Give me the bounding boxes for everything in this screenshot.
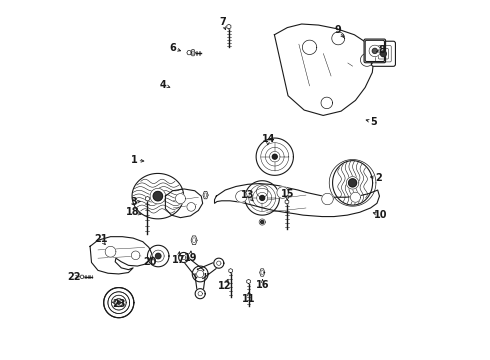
Polygon shape bbox=[245, 181, 279, 215]
Polygon shape bbox=[260, 195, 265, 200]
Polygon shape bbox=[90, 237, 152, 274]
Polygon shape bbox=[80, 275, 84, 279]
Polygon shape bbox=[322, 193, 333, 205]
Polygon shape bbox=[227, 24, 231, 29]
Polygon shape bbox=[131, 251, 140, 260]
Text: 4: 4 bbox=[160, 80, 167, 90]
Text: 20: 20 bbox=[143, 257, 157, 267]
Text: 22: 22 bbox=[67, 272, 80, 282]
Polygon shape bbox=[285, 200, 289, 204]
Polygon shape bbox=[369, 45, 381, 57]
Polygon shape bbox=[105, 246, 116, 257]
Text: 15: 15 bbox=[281, 189, 294, 199]
Polygon shape bbox=[104, 288, 134, 318]
Polygon shape bbox=[197, 261, 220, 279]
Polygon shape bbox=[348, 179, 357, 187]
Text: 12: 12 bbox=[218, 281, 231, 291]
Polygon shape bbox=[146, 197, 149, 201]
Text: 8: 8 bbox=[379, 45, 386, 55]
Polygon shape bbox=[215, 184, 379, 217]
Polygon shape bbox=[166, 189, 203, 218]
Polygon shape bbox=[179, 252, 189, 262]
Polygon shape bbox=[350, 192, 361, 202]
Polygon shape bbox=[256, 186, 268, 197]
Polygon shape bbox=[195, 289, 205, 299]
Polygon shape bbox=[229, 269, 233, 273]
Polygon shape bbox=[198, 292, 202, 296]
Polygon shape bbox=[247, 279, 250, 284]
Text: 1: 1 bbox=[131, 155, 138, 165]
Text: 23: 23 bbox=[112, 299, 125, 309]
Polygon shape bbox=[155, 253, 161, 259]
Polygon shape bbox=[192, 266, 208, 282]
FancyBboxPatch shape bbox=[364, 39, 386, 63]
Polygon shape bbox=[187, 203, 196, 211]
Text: 21: 21 bbox=[94, 234, 108, 244]
Polygon shape bbox=[381, 51, 386, 57]
Text: 9: 9 bbox=[334, 25, 341, 35]
Polygon shape bbox=[272, 154, 277, 159]
Polygon shape bbox=[104, 288, 134, 318]
Polygon shape bbox=[191, 50, 195, 56]
Text: 14: 14 bbox=[262, 134, 275, 144]
FancyBboxPatch shape bbox=[365, 40, 385, 62]
Text: 2: 2 bbox=[375, 173, 382, 183]
Polygon shape bbox=[195, 274, 205, 294]
Polygon shape bbox=[274, 24, 374, 116]
Text: 3: 3 bbox=[130, 197, 137, 207]
Polygon shape bbox=[361, 53, 373, 66]
Text: 5: 5 bbox=[370, 117, 377, 127]
Text: 10: 10 bbox=[374, 210, 387, 220]
Text: 18: 18 bbox=[126, 207, 140, 217]
Polygon shape bbox=[191, 236, 197, 244]
Polygon shape bbox=[132, 174, 184, 219]
Polygon shape bbox=[217, 261, 221, 265]
Text: 16: 16 bbox=[256, 280, 270, 290]
Polygon shape bbox=[321, 97, 333, 109]
Polygon shape bbox=[117, 301, 120, 304]
Polygon shape bbox=[259, 219, 265, 225]
Polygon shape bbox=[277, 187, 289, 198]
Text: 13: 13 bbox=[241, 190, 255, 201]
Polygon shape bbox=[346, 177, 359, 189]
Polygon shape bbox=[152, 250, 164, 262]
Polygon shape bbox=[147, 245, 169, 267]
Text: 11: 11 bbox=[242, 294, 255, 304]
Text: 19: 19 bbox=[184, 253, 197, 263]
Polygon shape bbox=[372, 48, 377, 53]
Polygon shape bbox=[175, 194, 186, 204]
Polygon shape bbox=[236, 191, 247, 202]
Polygon shape bbox=[333, 161, 372, 205]
Polygon shape bbox=[182, 256, 204, 278]
Polygon shape bbox=[196, 270, 204, 278]
Polygon shape bbox=[261, 220, 264, 224]
Polygon shape bbox=[150, 188, 166, 204]
Polygon shape bbox=[187, 51, 192, 55]
Text: 17: 17 bbox=[172, 255, 185, 265]
Text: 7: 7 bbox=[219, 17, 226, 27]
Polygon shape bbox=[181, 255, 186, 260]
Polygon shape bbox=[332, 32, 344, 45]
Polygon shape bbox=[214, 258, 224, 268]
Polygon shape bbox=[153, 192, 163, 201]
FancyBboxPatch shape bbox=[371, 41, 395, 66]
Polygon shape bbox=[203, 191, 208, 199]
Polygon shape bbox=[302, 40, 317, 54]
Polygon shape bbox=[256, 138, 294, 175]
Polygon shape bbox=[260, 269, 265, 276]
Text: 6: 6 bbox=[169, 43, 176, 53]
